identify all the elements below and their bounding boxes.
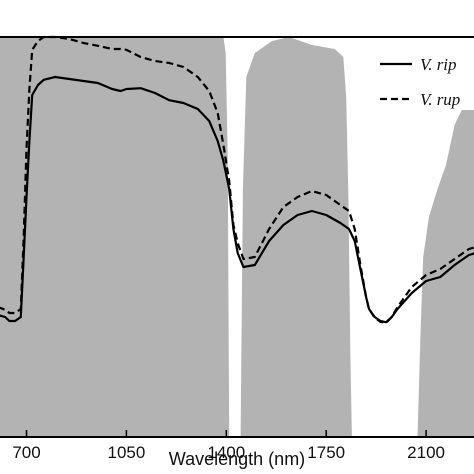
series-line-dashed [0,35,474,325]
legend-label-solid: V. rip [420,55,457,74]
x-tick-label: 1750 [307,443,345,462]
x-tick-label: 700 [12,443,40,462]
shaded-band-1 [0,37,230,437]
plot-frame [0,36,474,438]
legend-label-dashed: V. rup [420,90,460,109]
shaded-band-2 [240,37,352,437]
x-tick-label: 1400 [207,443,245,462]
legend-background [372,46,474,110]
x-axis-ticks: 700 1050 1400 1750 2100 [12,430,445,462]
series-lines [0,35,474,325]
x-tick-label: 2100 [407,443,445,462]
shaded-bands [0,37,474,437]
x-axis-label: Wavelength (nm) [169,449,305,469]
legend: V. rip V. rup [372,46,474,110]
x-tick-label: 1050 [107,443,145,462]
